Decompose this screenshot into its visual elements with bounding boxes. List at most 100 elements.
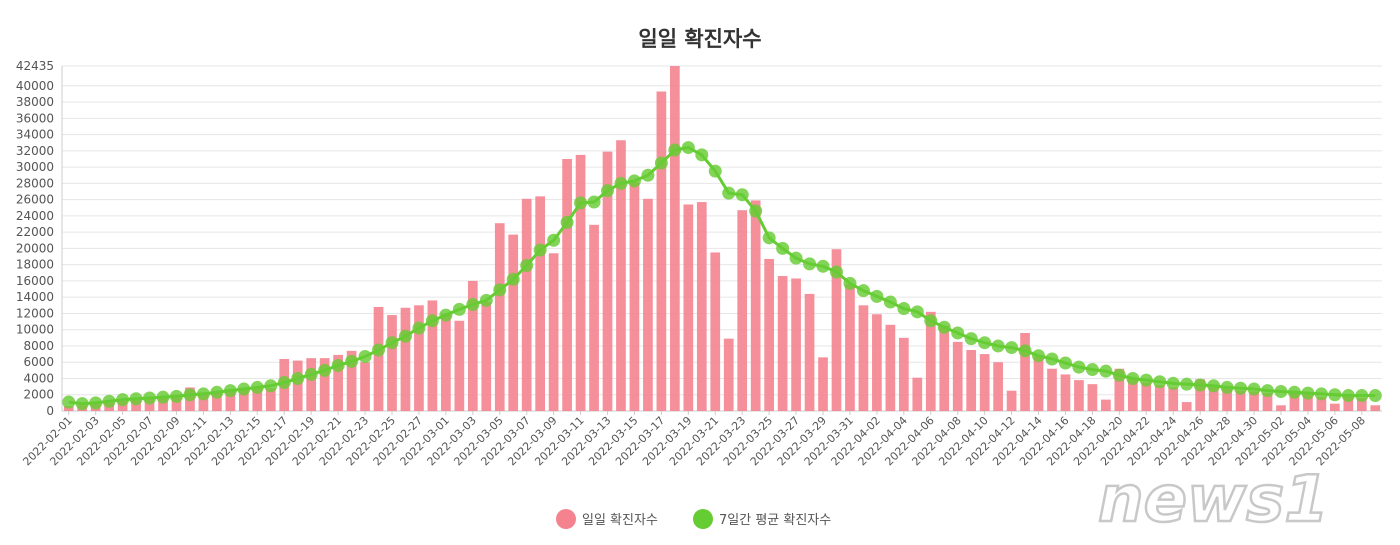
avg-point[interactable] [1234,381,1248,395]
avg-point[interactable] [1153,375,1167,389]
bar[interactable] [158,397,168,411]
avg-point[interactable] [156,390,170,404]
bar[interactable] [993,362,1003,411]
avg-point[interactable] [708,164,722,178]
bar[interactable] [683,204,694,411]
avg-point[interactable] [102,394,116,408]
avg-point[interactable] [1247,382,1261,396]
bar[interactable] [1303,394,1313,411]
bar[interactable] [1235,390,1246,411]
bar[interactable] [1276,405,1286,411]
bar[interactable] [441,313,451,411]
avg-point[interactable] [924,314,938,328]
avg-point[interactable] [372,343,386,357]
avg-point[interactable] [479,293,493,307]
avg-point[interactable] [439,308,453,322]
bar[interactable] [252,386,263,411]
avg-point[interactable] [964,332,978,346]
bar[interactable] [966,350,977,411]
avg-point[interactable] [668,143,682,157]
bar[interactable] [346,350,357,411]
avg-point[interactable] [1261,384,1275,398]
bar[interactable] [602,151,613,412]
avg-point[interactable] [789,251,803,265]
bar[interactable] [467,280,478,411]
avg-point[interactable] [223,384,237,398]
avg-point[interactable] [62,395,76,409]
avg-point[interactable] [1287,385,1301,399]
bar[interactable] [131,399,141,411]
avg-point[interactable] [1355,389,1369,403]
bar[interactable] [508,234,519,411]
avg-point[interactable] [1099,364,1113,378]
avg-point[interactable] [89,396,103,410]
avg-point[interactable] [318,363,332,377]
avg-point[interactable] [129,392,143,406]
bar[interactable] [1141,382,1152,411]
bar[interactable] [319,358,330,411]
avg-point[interactable] [937,320,951,334]
avg-point[interactable] [385,336,399,350]
avg-point[interactable] [803,257,817,271]
bar[interactable] [1087,384,1098,411]
bar[interactable] [198,392,209,411]
bar[interactable] [1074,380,1084,411]
avg-point[interactable] [304,367,318,381]
bar[interactable] [670,66,680,411]
bar[interactable] [292,360,303,411]
avg-point[interactable] [547,233,561,247]
bar[interactable] [696,202,707,411]
avg-point[interactable] [1058,356,1072,370]
bar[interactable] [1356,397,1367,411]
bar[interactable] [777,276,788,411]
avg-point[interactable] [277,376,291,390]
avg-point[interactable] [1139,373,1153,387]
avg-point[interactable] [856,284,870,298]
bar[interactable] [804,293,815,411]
avg-point[interactable] [1072,360,1086,374]
bar[interactable] [710,252,721,411]
avg-point[interactable] [1166,376,1180,390]
avg-point[interactable] [870,289,884,303]
avg-point[interactable] [425,314,439,328]
bar[interactable] [898,337,909,411]
avg-point[interactable] [250,380,264,394]
bar[interactable] [265,388,276,411]
avg-point[interactable] [1193,378,1207,392]
bar[interactable] [818,357,828,411]
bar[interactable] [454,320,465,411]
avg-point[interactable] [910,305,924,319]
avg-point[interactable] [210,385,224,399]
bar[interactable] [414,305,424,411]
bar[interactable] [979,354,990,411]
bar[interactable] [1060,374,1071,411]
avg-point[interactable] [735,188,749,202]
avg-point[interactable] [695,148,709,162]
avg-point[interactable] [1005,341,1019,355]
bar[interactable] [1249,391,1259,411]
bar[interactable] [1289,393,1300,411]
avg-point[interactable] [843,276,857,290]
bar[interactable] [548,253,559,411]
avg-point[interactable] [1301,386,1315,400]
avg-point[interactable] [614,176,628,190]
bar[interactable] [333,354,343,411]
bar[interactable] [212,390,222,411]
avg-point[interactable] [816,259,830,273]
bar[interactable] [1370,405,1381,411]
avg-point[interactable] [533,243,547,257]
bar[interactable] [1330,403,1340,411]
avg-point[interactable] [829,265,843,279]
avg-point[interactable] [520,258,534,272]
bar[interactable] [1181,402,1192,411]
avg-point[interactable] [1112,368,1126,382]
avg-point[interactable] [1018,344,1032,358]
bar[interactable] [427,300,438,411]
avg-point[interactable] [762,231,776,245]
avg-point[interactable] [991,339,1005,353]
bar[interactable] [764,258,774,411]
avg-point[interactable] [749,204,763,218]
avg-point[interactable] [1274,384,1288,398]
avg-point[interactable] [196,387,210,401]
avg-point[interactable] [1207,379,1221,393]
